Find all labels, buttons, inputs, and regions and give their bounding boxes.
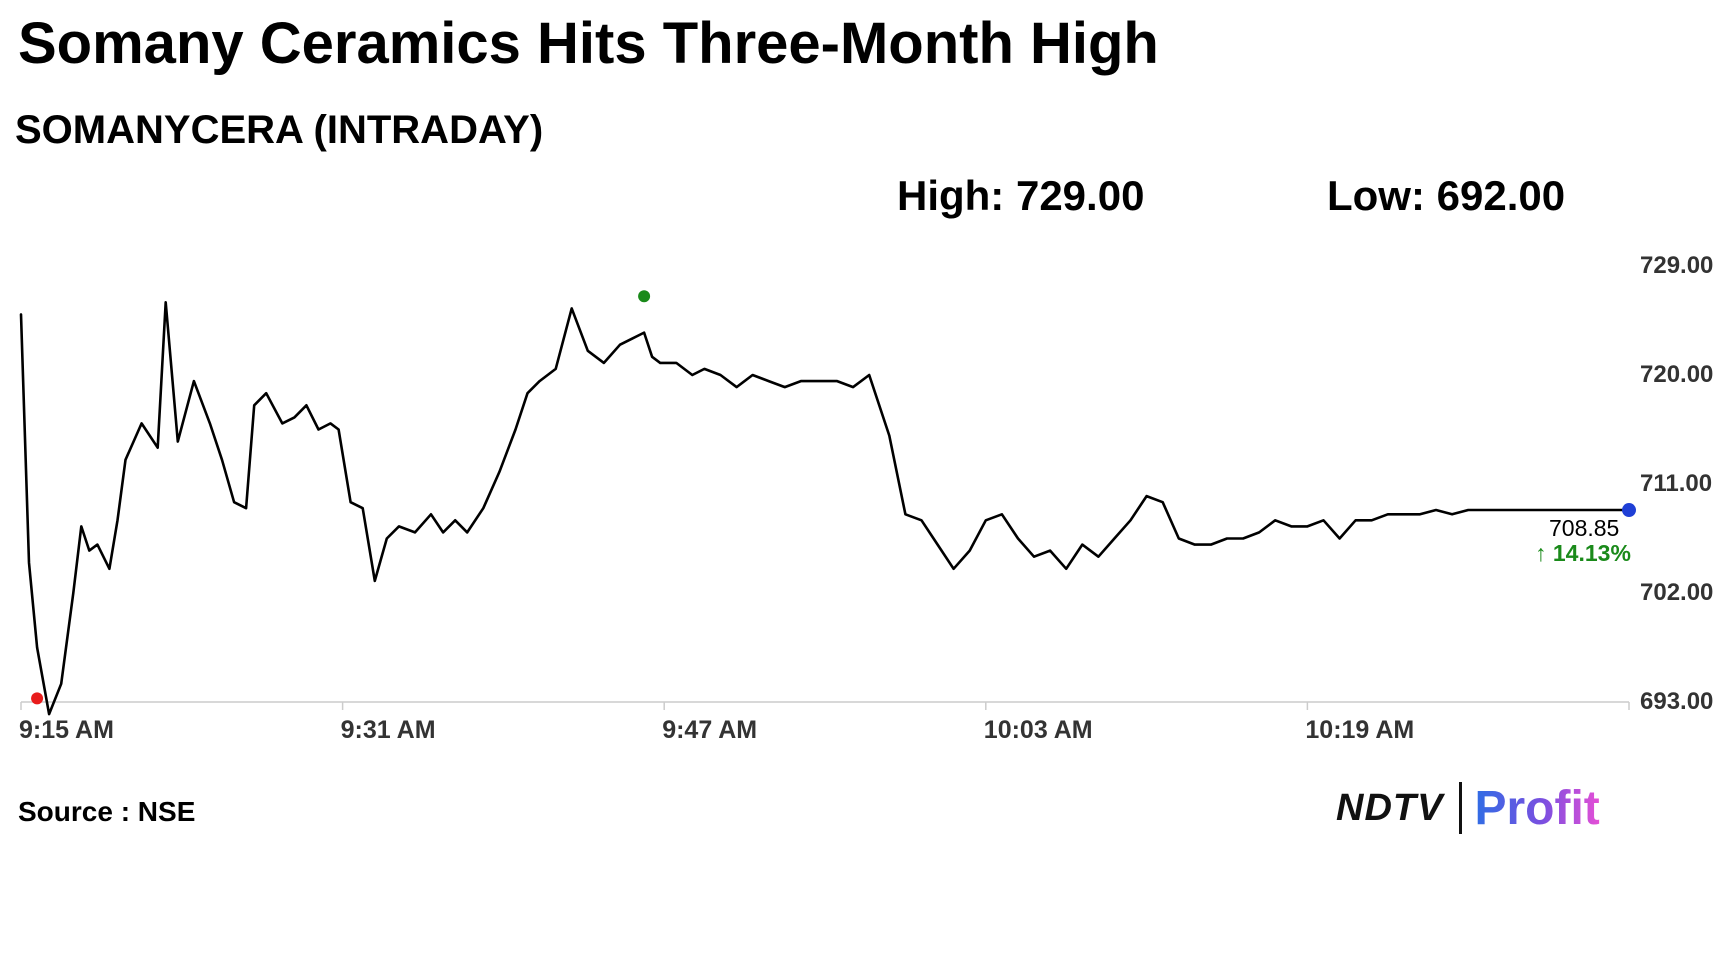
source-note: Source : NSE xyxy=(18,796,196,827)
day-high-stat: High: 729.00 xyxy=(897,172,1145,219)
logo-divider xyxy=(1459,782,1463,834)
chart-title: Somany Ceramics Hits Three-Month High xyxy=(18,11,1159,76)
intraday-line-chart: 729.00 720.00 711.00 702.00 693.00 9:15 AM 9:3… xyxy=(19,252,1713,744)
last-point-marker xyxy=(1622,503,1636,518)
x-tick-label: 9:15 AM xyxy=(19,716,114,744)
price-line-series xyxy=(19,301,1631,716)
y-tick-label: 720.00 xyxy=(1640,361,1713,388)
y-tick-label: 711.00 xyxy=(1640,470,1712,497)
logo-ndtv-text: NDTV xyxy=(1336,786,1444,829)
last-value-label: 708.85 xyxy=(1549,515,1619,541)
y-tick-label: 702.00 xyxy=(1640,579,1713,606)
ndtv-profit-logo: NDTV Profit xyxy=(1336,778,1600,838)
chart-subtitle: SOMANYCERA (INTRADAY) xyxy=(15,108,544,152)
x-tick-label: 9:47 AM xyxy=(662,716,757,744)
day-low-stat: Low: 692.00 xyxy=(1327,172,1566,219)
y-tick-label: 729.00 xyxy=(1640,252,1713,279)
y-tick-label: 693.00 xyxy=(1640,688,1713,715)
x-tick-label: 10:03 AM xyxy=(984,716,1093,744)
x-tick-label: 10:19 AM xyxy=(1305,716,1414,744)
low-point-marker xyxy=(31,692,44,705)
x-tick-label: 9:31 AM xyxy=(341,716,436,744)
logo-profit-text: Profit xyxy=(1474,781,1600,835)
change-percent-label: ↑ 14.13% xyxy=(1535,540,1631,566)
high-point-marker xyxy=(638,290,651,303)
